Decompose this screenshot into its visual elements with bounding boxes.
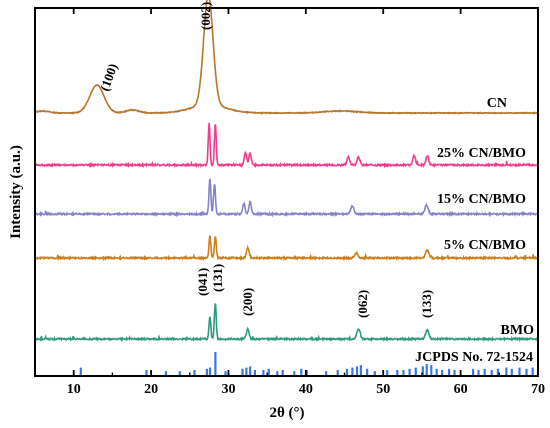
reference-line — [355, 366, 359, 376]
series-line-2 — [34, 178, 539, 218]
reference-line — [373, 371, 376, 376]
reference-line — [435, 368, 438, 376]
reference-line — [145, 370, 148, 376]
reference-line — [518, 367, 521, 376]
reference-line — [214, 352, 217, 376]
reference-line — [472, 368, 475, 376]
reference-line — [79, 367, 82, 376]
series-4: BMO (041) (131) (200) (062) (133) — [34, 264, 539, 343]
reference-line — [224, 371, 227, 376]
series-label-3: 5% CN/BMO — [444, 238, 526, 253]
reference-line — [267, 368, 270, 376]
x-tick-label: 20 — [144, 382, 158, 397]
series-group: CN (100) (002) 25% CN/BMO 15% CN/BMO 5% CN/BM… — [34, 0, 539, 343]
reference-line — [531, 367, 534, 376]
x-axis-label: 2θ (°) — [269, 405, 304, 421]
reference-line — [483, 368, 486, 376]
reference-line — [402, 370, 405, 376]
reference-line — [193, 370, 196, 376]
series-2: 15% CN/BMO — [34, 178, 539, 218]
reference-line — [477, 370, 480, 376]
series-label-2: 15% CN/BMO — [437, 192, 526, 207]
reference-line — [496, 368, 499, 376]
reference-line — [345, 368, 349, 376]
x-tick-label: 40 — [299, 382, 313, 397]
series-line-0 — [34, 0, 539, 115]
peak-label: (100) — [97, 61, 121, 93]
peak-label: (002) — [198, 2, 213, 30]
reference-line — [253, 370, 256, 376]
reference-line — [249, 366, 252, 376]
reference-line — [408, 368, 411, 376]
reference-line — [453, 370, 456, 376]
reference-line — [430, 365, 433, 376]
reference-line — [490, 370, 493, 376]
axes: 10 20 30 40 50 60 70 — [34, 8, 545, 397]
reference-line — [262, 370, 265, 376]
series-3: 5% CN/BMO — [34, 235, 539, 262]
series-line-3 — [34, 235, 539, 262]
reference-line — [208, 367, 212, 376]
reference-line — [178, 371, 181, 376]
x-tick-label: 60 — [454, 382, 468, 397]
reference-label: JCPDS No. 72-1524 — [415, 350, 533, 365]
reference-pattern: JCPDS No. 72-1524 — [79, 350, 534, 376]
series-label-0: CN — [487, 96, 507, 111]
reference-line — [245, 367, 248, 376]
reference-line — [366, 368, 369, 376]
reference-line — [525, 368, 528, 376]
reference-line — [505, 367, 508, 376]
x-tick-label: 30 — [221, 382, 235, 397]
series-1: 25% CN/BMO — [34, 122, 539, 169]
reference-line — [396, 370, 399, 376]
reference-line — [205, 368, 208, 376]
x-tick-label: 10 — [67, 382, 81, 397]
series-label-4: BMO — [501, 323, 535, 338]
reference-line — [281, 370, 284, 376]
x-tick-label: 70 — [531, 382, 545, 397]
reference-line — [421, 366, 424, 376]
reference-line — [293, 371, 296, 376]
series-0: CN (100) (002) — [34, 0, 539, 115]
reference-line — [414, 367, 417, 376]
reference-line — [241, 368, 244, 376]
series-label-1: 25% CN/BMO — [437, 146, 526, 161]
reference-line — [276, 371, 279, 376]
reference-line — [164, 371, 167, 376]
reference-line — [510, 368, 513, 376]
y-axis-label: Intensity (a.u.) — [8, 145, 24, 239]
reference-line — [425, 364, 428, 376]
plot-frame — [34, 7, 539, 377]
reference-line — [441, 370, 444, 376]
series-line-1 — [34, 122, 539, 169]
peak-label: (200) — [240, 288, 255, 316]
reference-line — [448, 368, 451, 376]
peak-label: (131) — [210, 264, 225, 292]
x-tick-label: 50 — [376, 382, 390, 397]
reference-line — [386, 370, 389, 376]
reference-line — [300, 368, 303, 376]
reference-line — [359, 365, 362, 376]
series-line-4 — [34, 302, 539, 343]
reference-line — [325, 371, 328, 376]
reference-line — [336, 370, 339, 376]
peak-label: (041) — [195, 268, 210, 296]
peak-label: (133) — [419, 290, 434, 318]
peak-label: (062) — [355, 290, 370, 318]
reference-line — [351, 367, 354, 376]
